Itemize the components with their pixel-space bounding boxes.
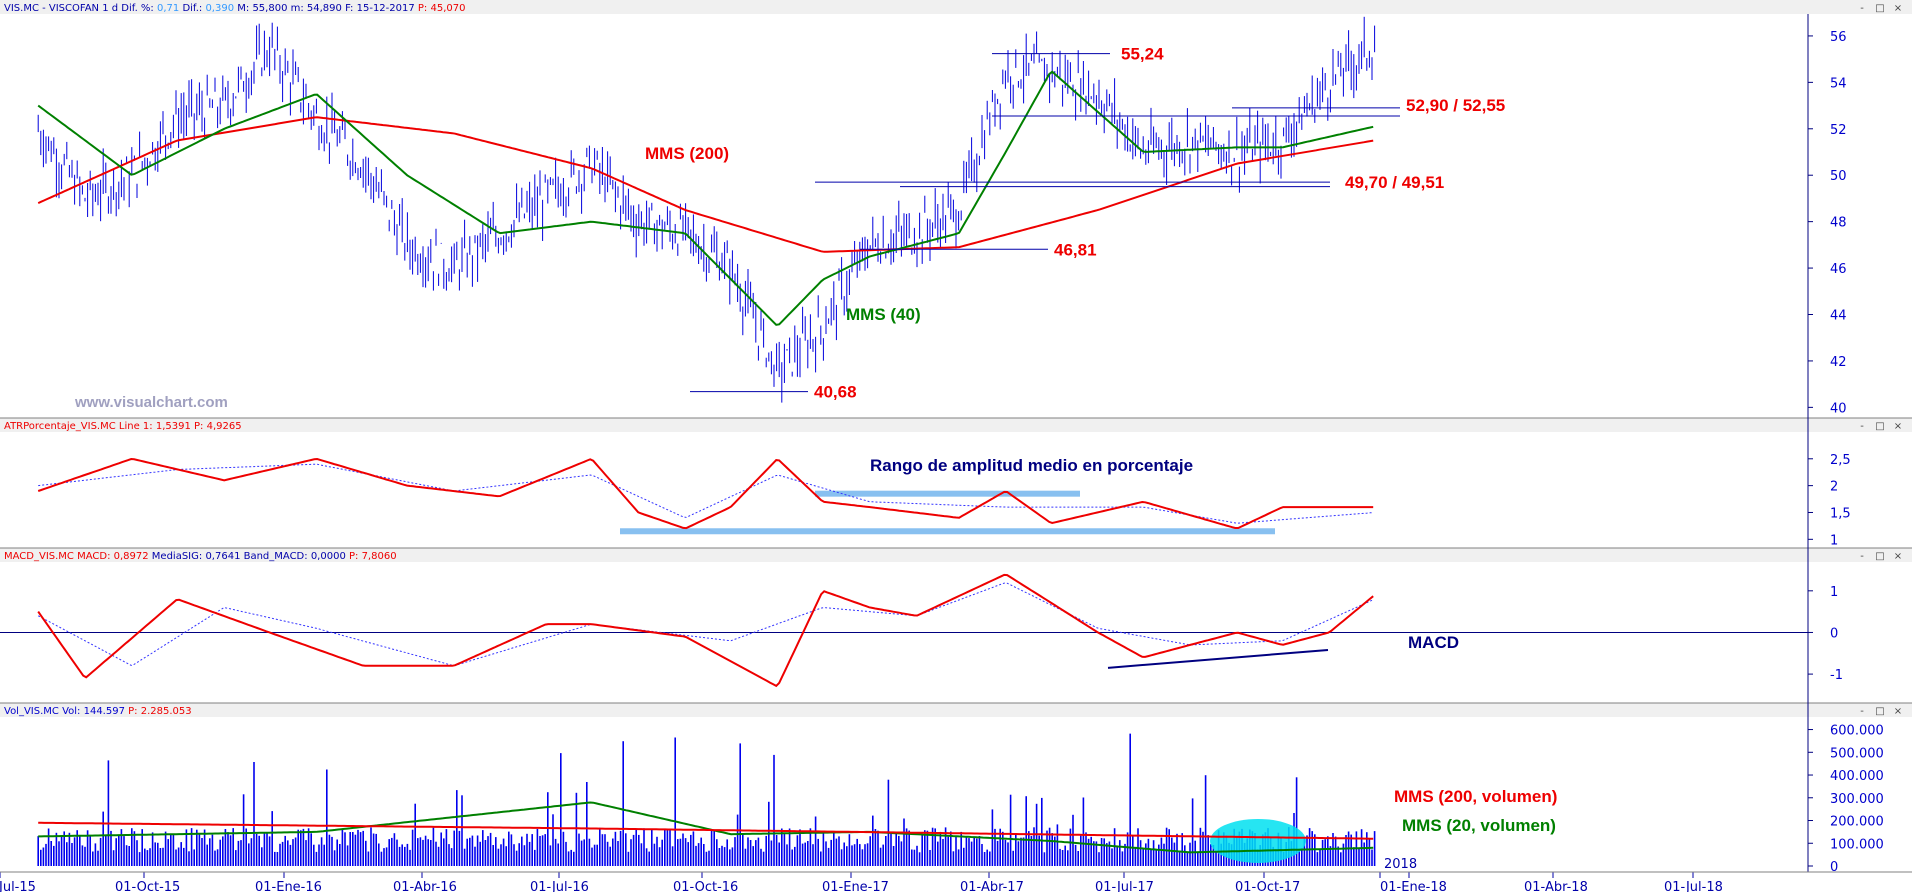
atr-tick-label: 1,5 xyxy=(1830,506,1851,521)
date-tick-label: 01-Oct-15 xyxy=(115,880,180,892)
price-tick-label: 56 xyxy=(1830,30,1847,45)
date-tick-label: 2018 xyxy=(1384,857,1417,872)
volume-control-maximize-icon[interactable]: □ xyxy=(1875,706,1884,717)
vol-tick-label: 0 xyxy=(1830,860,1838,875)
macd-tick-label: 0 xyxy=(1830,626,1838,641)
date-tick-label: 01-Ene-17 xyxy=(822,880,889,892)
vol-tick-label: 300.000 xyxy=(1830,792,1884,807)
atr-line xyxy=(37,457,1374,530)
date-tick-label: 01-Abr-18 xyxy=(1524,880,1588,892)
level-55-24-label: 55,24 xyxy=(1121,45,1164,64)
vol-tick-label: 600.000 xyxy=(1830,724,1884,739)
volume-pane: 0 100.000 200.000 300.000 400.000 500.000 600.… xyxy=(0,702,1912,875)
volume-window-controls[interactable]: - □ × xyxy=(1860,706,1902,717)
date-tick-label: 01-Oct-17 xyxy=(1235,880,1300,892)
price-tick-label: 48 xyxy=(1830,216,1847,231)
atr-control-close-icon[interactable]: × xyxy=(1894,421,1902,432)
macd-window-controls[interactable]: - □ × xyxy=(1860,551,1902,562)
mms-40-line xyxy=(37,70,1374,326)
date-tick-label: 01-Jul-18 xyxy=(1664,880,1723,892)
vol-header-bar xyxy=(0,703,1912,717)
volume-mms-20-line xyxy=(38,801,1374,854)
macd-control-maximize-icon[interactable]: □ xyxy=(1875,551,1884,562)
date-tick-label: 01-Abr-16 xyxy=(393,880,457,892)
vol-tick-label: 100.000 xyxy=(1830,837,1884,852)
atr-upper-band xyxy=(815,490,1080,497)
atr-tick-label: 1 xyxy=(1830,533,1838,548)
mms-200-label: MMS (200) xyxy=(645,144,729,163)
price-header-bar xyxy=(0,0,1912,14)
level-46-81-label: 46,81 xyxy=(1054,240,1097,259)
volume-control-minimize-icon[interactable]: - xyxy=(1860,706,1864,717)
date-tick-label: 01-Abr-17 xyxy=(960,880,1024,892)
date-axis: Jul-15 01-Oct-15 01-Ene-16 01-Abr-16 01-Jul-… xyxy=(0,857,1723,892)
price-control-maximize-icon[interactable]: □ xyxy=(1875,3,1884,14)
price-pane: 40 42 44 46 48 50 52 54 56 www.visualchart.com 55,… xyxy=(37,16,1847,416)
volume-mms-200-line xyxy=(38,821,1374,840)
price-tick-label: 42 xyxy=(1830,355,1847,370)
price-window-controls[interactable]: - □ × xyxy=(1860,3,1902,14)
volume-mms-200-label: MMS (200, volumen) xyxy=(1394,787,1557,806)
macd-tick-label: -1 xyxy=(1830,668,1843,683)
volume-bars xyxy=(37,733,1376,866)
watermark: www.visualchart.com xyxy=(74,394,228,411)
price-tick-label: 50 xyxy=(1830,169,1847,184)
level-49-70-label: 49,70 / 49,51 xyxy=(1345,173,1444,192)
vol-tick-label: 200.000 xyxy=(1830,815,1884,830)
atr-window-controls[interactable]: - □ × xyxy=(1860,421,1902,432)
mms-40-label: MMS (40) xyxy=(846,305,921,324)
atr-header-bar xyxy=(0,418,1912,432)
date-tick-label: 01-Jul-16 xyxy=(530,880,589,892)
vol-tick-label: 500.000 xyxy=(1830,746,1884,761)
date-tick-label: 01-Oct-16 xyxy=(673,880,738,892)
date-tick-label: 01-Ene-18 xyxy=(1380,880,1447,892)
macd-tick-label: 1 xyxy=(1830,585,1838,600)
macd-annotation: MACD xyxy=(1408,633,1459,652)
price-tick-label: 54 xyxy=(1830,76,1847,91)
price-tick-label: 46 xyxy=(1830,262,1847,277)
macd-signal-line xyxy=(37,582,1374,666)
macd-header-bar xyxy=(0,548,1912,562)
volume-header-text: Vol_VIS.MC Vol: 144.597 P: 2.285.053 xyxy=(4,706,192,717)
date-tick-label: Jul-15 xyxy=(0,880,36,892)
price-header-text: VIS.MC - VISCOFAN 1 d Dif. %: 0,71 Dif.:… xyxy=(4,3,465,14)
macd-trendline xyxy=(1107,648,1329,669)
date-tick-label: 01-Ene-16 xyxy=(255,880,322,892)
atr-control-minimize-icon[interactable]: - xyxy=(1860,421,1864,432)
date-tick-label: 01-Jul-17 xyxy=(1095,880,1154,892)
volume-control-close-icon[interactable]: × xyxy=(1894,706,1902,717)
mms-200-line xyxy=(37,116,1374,253)
price-bars xyxy=(37,16,1376,403)
macd-pane: -1 0 1 MACD xyxy=(0,547,1912,688)
price-control-minimize-icon[interactable]: - xyxy=(1860,3,1864,14)
atr-annotation: Rango de amplitud medio en porcentaje xyxy=(870,456,1193,475)
atr-lower-band xyxy=(620,528,1275,535)
macd-control-close-icon[interactable]: × xyxy=(1894,551,1902,562)
price-tick-label: 44 xyxy=(1830,309,1847,324)
level-40-68-label: 40,68 xyxy=(814,383,857,402)
macd-line xyxy=(37,573,1374,688)
volume-highlight xyxy=(1210,818,1306,863)
macd-header-text: MACD_VIS.MC MACD: 0,8972 MediaSIG: 0,764… xyxy=(4,551,397,562)
atr-tick-label: 2,5 xyxy=(1830,453,1851,468)
vol-tick-label: 400.000 xyxy=(1830,769,1884,784)
level-52-90-label: 52,90 / 52,55 xyxy=(1406,96,1505,115)
atr-tick-label: 2 xyxy=(1830,480,1838,495)
price-tick-label: 52 xyxy=(1830,123,1847,138)
macd-control-minimize-icon[interactable]: - xyxy=(1860,551,1864,562)
price-tick-label: 40 xyxy=(1830,401,1847,416)
atr-header-text: ATRPorcentaje_VIS.MC Line 1: 1,5391 P: 4… xyxy=(4,421,242,432)
atr-control-maximize-icon[interactable]: □ xyxy=(1875,421,1884,432)
atr-pane: 1 1,5 2 2,5 Rango de amplitud medio en porce… xyxy=(0,417,1912,548)
price-control-close-icon[interactable]: × xyxy=(1894,3,1902,14)
volume-mms-20-label: MMS (20, volumen) xyxy=(1402,816,1556,835)
